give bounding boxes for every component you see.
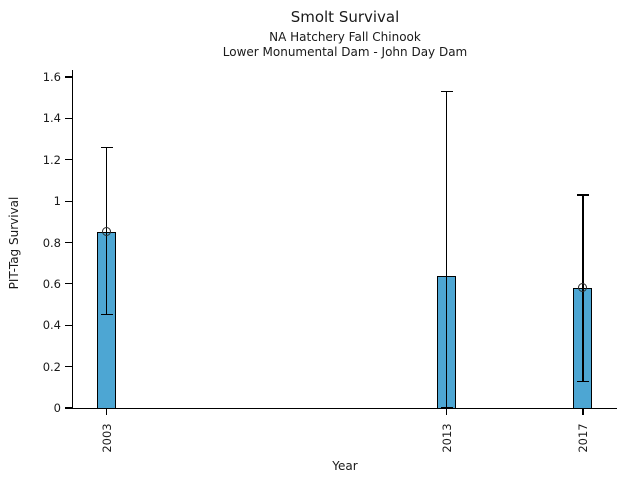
- x-tick-label-2013: 2013: [439, 423, 454, 453]
- y-tick-label-0.4: 0.4: [42, 318, 61, 333]
- y-tick-0.4: [64, 324, 72, 326]
- y-tick-label-0.2: 0.2: [42, 359, 61, 374]
- y-tick-0.2: [64, 366, 72, 368]
- y-tick-label-1.6: 1.6: [42, 70, 61, 84]
- y-tick-0: [64, 407, 72, 409]
- x-tick-label-2003: 2003: [99, 423, 114, 453]
- y-tick-label-1: 1: [53, 194, 61, 209]
- y-tick-label-0.8: 0.8: [42, 235, 61, 250]
- chart-subtitle-line2: Lower Monumental Dam - John Day Dam: [222, 45, 468, 59]
- error-bar-cap-upper-2013: [440, 90, 453, 93]
- x-tick-label-2017: 2017: [575, 423, 590, 453]
- y-tick-label-1.4: 1.4: [42, 111, 61, 126]
- x-tick-2017: [582, 409, 584, 416]
- y-tick-label-0: 0: [53, 401, 61, 415]
- x-axis-label: Year: [332, 459, 358, 473]
- y-axis-spine: [71, 70, 74, 410]
- y-tick-label-0.6: 0.6: [42, 276, 61, 291]
- error-bar-cap-lower-2013: [440, 407, 453, 409]
- error-bar-cap-upper-2017: [576, 194, 589, 196]
- chart-subtitle-line1: NA Hatchery Fall Chinook: [269, 30, 421, 44]
- y-tick-1.4: [64, 117, 72, 119]
- error-bar-line-2013: [446, 91, 448, 408]
- y-tick-0.6: [64, 283, 72, 285]
- error-bar-cap-upper-2003: [100, 146, 113, 148]
- y-tick-1: [64, 200, 72, 202]
- point-marker-2017: [578, 283, 588, 293]
- x-tick-2003: [105, 409, 108, 416]
- error-bar-cap-lower-2003: [100, 314, 113, 316]
- y-tick-1.2: [64, 159, 72, 161]
- error-bar-cap-lower-2017: [576, 380, 589, 382]
- y-tick-0.8: [64, 241, 72, 244]
- point-marker-2003: [101, 227, 111, 237]
- x-tick-2013: [446, 409, 448, 416]
- y-tick-1.6: [64, 76, 72, 78]
- chart-title: Smolt Survival: [290, 8, 400, 26]
- y-tick-label-1.2: 1.2: [42, 152, 61, 167]
- x-axis-spine: [71, 408, 617, 410]
